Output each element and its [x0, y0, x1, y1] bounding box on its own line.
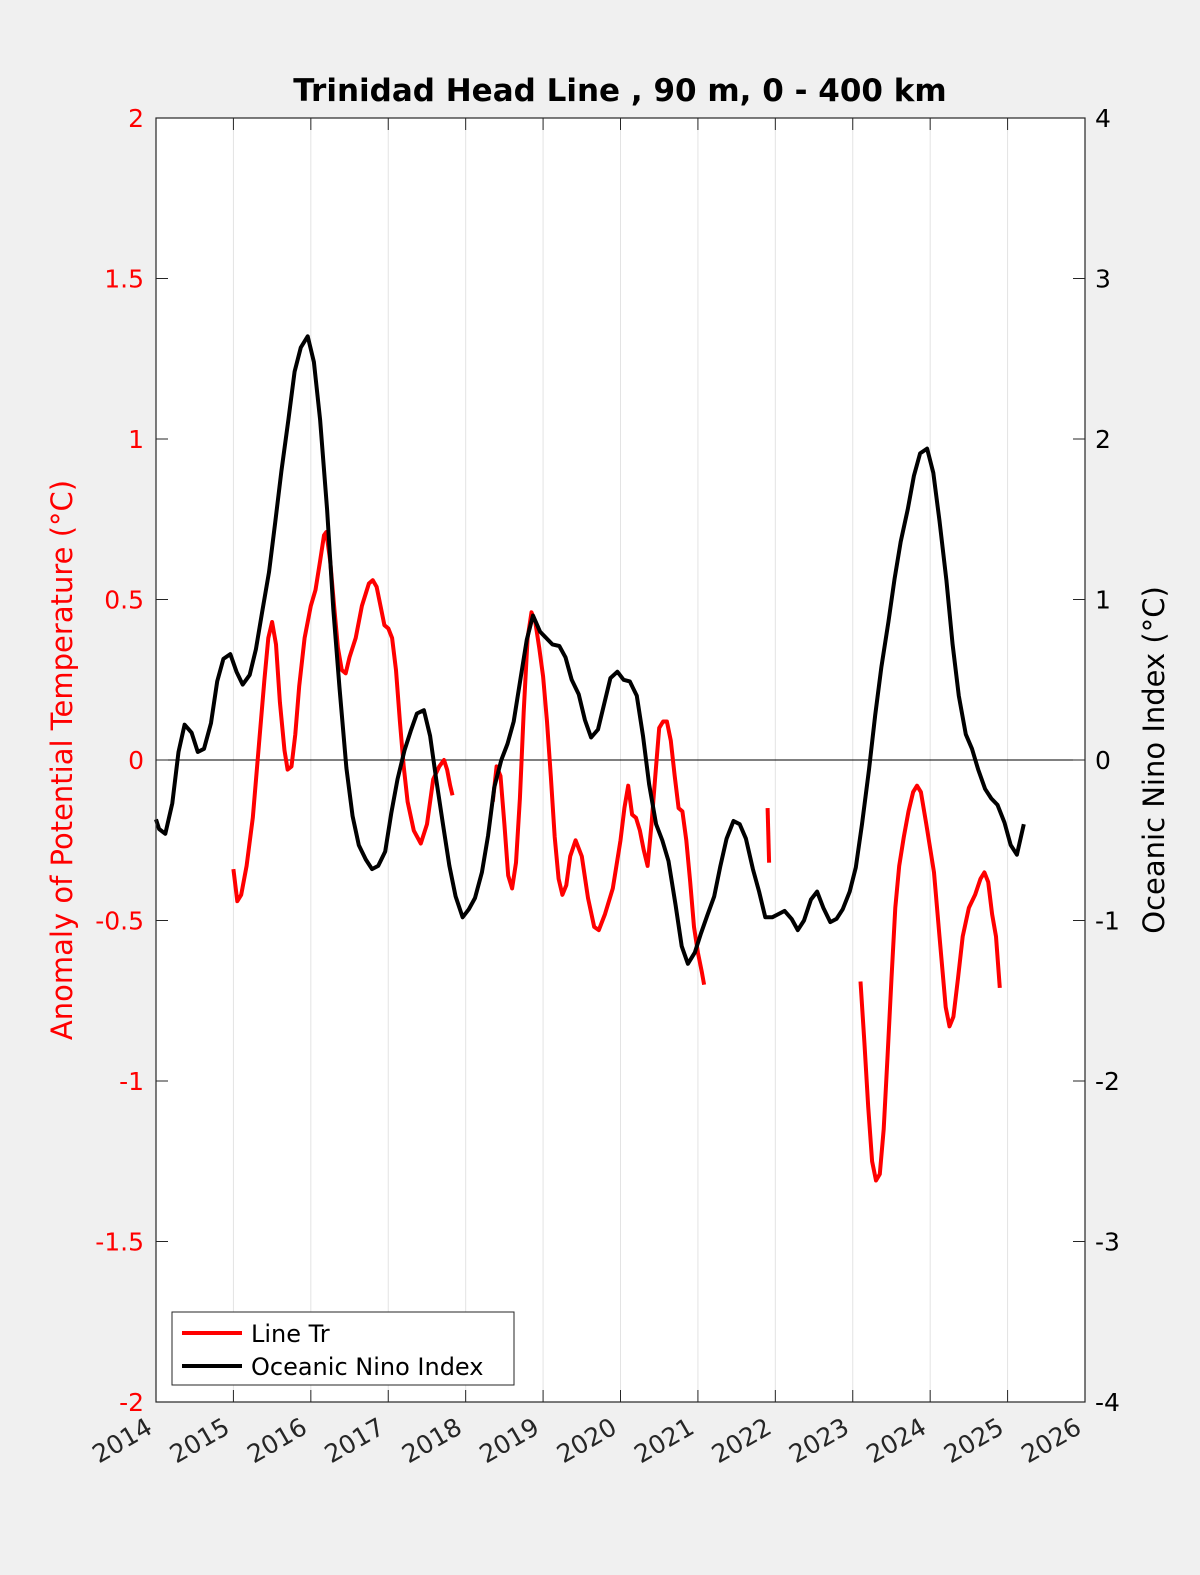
right-y-tick-label: -4 — [1095, 1388, 1120, 1417]
right-y-tick-label: -2 — [1095, 1067, 1120, 1096]
right-y-tick-label: 2 — [1095, 425, 1111, 454]
series-line-tr-line — [490, 610, 707, 986]
left-y-tick-label: 0.5 — [104, 586, 144, 615]
right-y-tick-label: 0 — [1095, 746, 1111, 775]
left-y-tick-label: -2 — [119, 1388, 144, 1417]
series-line-tr-line — [765, 808, 772, 863]
series-layer — [154, 334, 1026, 1183]
right-y-tick-label: 1 — [1095, 586, 1111, 615]
ticks-layer: 2014 2015 2016 2017 2018 2019 2020 2021 2022 2023… — [87, 104, 1120, 1469]
right-y-tick-label: 3 — [1095, 265, 1111, 294]
left-y-tick-label: -0.5 — [95, 907, 144, 936]
right-y-tick-label: 4 — [1095, 104, 1111, 133]
right-y-tick-label: -3 — [1095, 1228, 1120, 1257]
left-y-tick-label: 1.5 — [104, 265, 144, 294]
left-y-tick-label: -1.5 — [95, 1228, 144, 1257]
series-line-tr-line — [231, 530, 455, 904]
legend: Line Tr Oceanic Nino Index — [171, 1311, 515, 1386]
legend-oni-label: Oceanic Nino Index — [251, 1353, 483, 1381]
left-axis-label: Anomaly of Potential Temperature (°C) — [45, 480, 79, 1040]
left-y-tick-label: 1 — [128, 425, 144, 454]
right-y-tick-label: -1 — [1095, 907, 1120, 936]
left-y-tick-label: 0 — [128, 746, 144, 775]
chart-title: Trinidad Head Line , 90 m, 0 - 400 km — [293, 73, 946, 109]
legend-box — [171, 1311, 515, 1386]
legend-line-tr-label: Line Tr — [251, 1320, 330, 1348]
series-line-tr-line — [858, 783, 1002, 1183]
left-y-tick-label: -1 — [119, 1067, 144, 1096]
right-axis-label: Oceanic Nino Index (°C) — [1137, 586, 1171, 934]
series-oceanic-nino-index-line — [154, 334, 1026, 966]
left-y-tick-label: 2 — [128, 104, 144, 133]
